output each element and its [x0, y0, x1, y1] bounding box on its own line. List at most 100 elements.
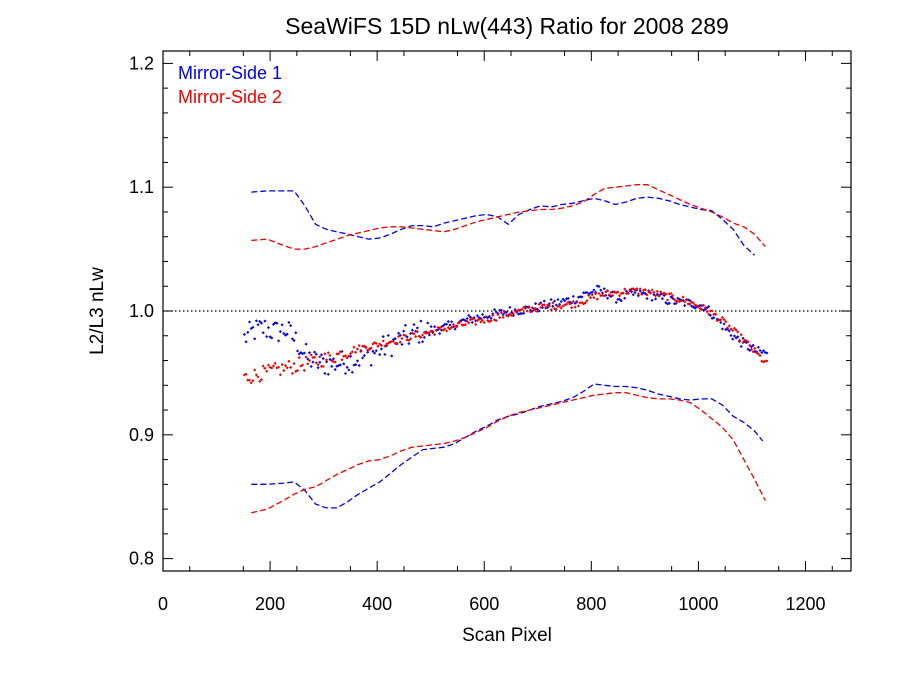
ms2-point: [407, 338, 411, 342]
ms2-point: [700, 307, 704, 311]
ms1-point: [256, 323, 260, 327]
ms1-point: [410, 328, 414, 332]
ms2-point: [247, 378, 252, 382]
ms2-point: [511, 312, 515, 316]
ms2-point: [503, 309, 507, 314]
ms2-point: [263, 366, 267, 370]
ms1-point: [732, 334, 736, 338]
ms2-point: [318, 355, 322, 359]
ms1-point: [765, 351, 769, 355]
ms2-point: [271, 364, 276, 368]
ms1-point: [261, 331, 265, 335]
ms2-point: [631, 287, 635, 291]
ms1-point: [727, 329, 731, 333]
ms2-point: [681, 295, 685, 299]
ms2-point: [307, 359, 312, 363]
ms1-point: [585, 290, 589, 295]
ms1-point: [371, 349, 375, 353]
ms2-point: [666, 298, 670, 302]
ms1-point: [667, 301, 671, 305]
ms1-point: [450, 320, 454, 324]
ms1-point: [309, 364, 313, 369]
ms1-point: [501, 313, 505, 317]
chart-title: SeaWiFS 15D nLw(443) Ratio for 2008 289: [285, 13, 729, 39]
ms2-upper-envelope: [251, 184, 766, 250]
ms1-point: [429, 325, 433, 329]
ms2-point: [282, 369, 286, 373]
ms2-point: [474, 322, 478, 326]
ms1-point: [683, 304, 687, 308]
ms1-point: [278, 330, 282, 334]
ms2-point: [244, 372, 248, 376]
ms2-point: [741, 341, 745, 345]
ms2-point: [571, 299, 575, 303]
ms1-point: [590, 290, 594, 294]
ms1-point: [631, 293, 635, 297]
ms2-point: [309, 353, 313, 357]
ms2-point: [349, 351, 353, 356]
ms2-point: [295, 368, 300, 373]
ms2-point: [558, 304, 562, 308]
ms1-point: [412, 323, 416, 327]
ms1-point: [580, 295, 584, 299]
ms1-point: [571, 294, 575, 298]
ms2-point: [304, 355, 308, 359]
ms2-point: [479, 320, 483, 324]
x-tick-label: 800: [576, 594, 606, 614]
ms2-point: [338, 350, 342, 354]
ms2-point: [467, 321, 471, 325]
ms2-point: [374, 341, 378, 346]
ms1-point: [556, 297, 560, 302]
ms2-point: [535, 309, 539, 313]
ms2-point: [549, 308, 553, 312]
ms1-point: [397, 331, 401, 335]
ms1-point: [347, 368, 351, 372]
ms2-point: [393, 341, 397, 345]
ms1-point: [522, 311, 526, 315]
x-tick-label: 1000: [678, 594, 718, 614]
x-tick-label: 600: [469, 594, 499, 614]
ms2-point: [391, 339, 395, 343]
ms1-point: [319, 353, 324, 357]
ms2-point: [313, 355, 317, 359]
ms2-point: [337, 352, 341, 356]
ms2-point: [333, 360, 337, 364]
ms2-point: [456, 321, 461, 325]
ms1-point: [552, 299, 557, 303]
ms1-point: [266, 326, 270, 330]
ms2-point: [636, 292, 640, 296]
ms2-point: [433, 333, 437, 337]
ms2-point: [679, 299, 683, 303]
ms2-lower-envelope: [251, 392, 766, 514]
ms2-point: [350, 350, 354, 354]
ms1-point: [314, 352, 318, 356]
ms1-point: [618, 297, 622, 301]
ms1-point: [736, 335, 740, 339]
ms1-point: [294, 331, 298, 335]
ms2-point: [421, 333, 425, 337]
ms2-point: [609, 290, 613, 295]
ms1-point: [427, 333, 431, 337]
ms1-point: [366, 350, 370, 354]
ms2-point: [352, 345, 356, 349]
ms1-point: [719, 320, 723, 324]
ms2-point: [266, 363, 270, 367]
ms2-point: [650, 288, 654, 292]
ms1-point: [369, 363, 373, 367]
ms2-point: [277, 365, 281, 369]
ms2-point: [616, 290, 620, 294]
ms1-point: [599, 288, 603, 292]
ms2-point: [568, 302, 572, 306]
ms2-point: [409, 337, 413, 341]
ms1-point: [426, 321, 430, 325]
ms2-point: [364, 346, 368, 350]
ms1-point: [446, 320, 450, 324]
ms2-point: [321, 364, 325, 368]
ms2-point: [450, 325, 454, 329]
ms2-point: [306, 362, 310, 366]
ms1-point: [712, 316, 716, 320]
ms2-point: [343, 354, 348, 358]
ms2-point: [748, 343, 752, 347]
ms1-point: [582, 291, 586, 295]
ms2-point: [347, 354, 351, 358]
